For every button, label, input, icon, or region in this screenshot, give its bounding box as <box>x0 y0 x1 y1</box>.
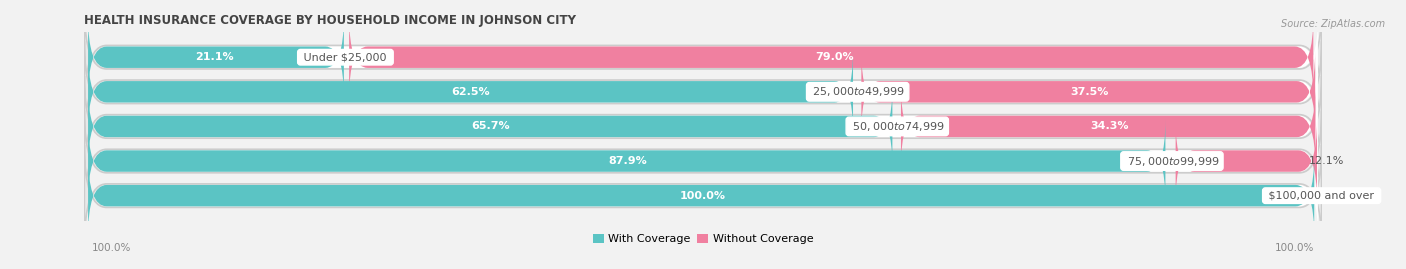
Text: Under $25,000: Under $25,000 <box>301 52 391 62</box>
Text: 100.0%: 100.0% <box>1275 243 1315 253</box>
FancyBboxPatch shape <box>89 154 1317 237</box>
Text: Source: ZipAtlas.com: Source: ZipAtlas.com <box>1281 19 1385 29</box>
FancyBboxPatch shape <box>84 145 1322 246</box>
Text: $75,000 to $99,999: $75,000 to $99,999 <box>1123 155 1220 168</box>
FancyBboxPatch shape <box>349 16 1313 98</box>
FancyBboxPatch shape <box>84 111 1322 212</box>
FancyBboxPatch shape <box>89 51 853 133</box>
Text: 65.7%: 65.7% <box>471 121 510 132</box>
FancyBboxPatch shape <box>89 51 1317 133</box>
FancyBboxPatch shape <box>862 51 1315 133</box>
Text: 12.1%: 12.1% <box>1309 156 1344 166</box>
Text: 34.3%: 34.3% <box>1090 121 1129 132</box>
FancyBboxPatch shape <box>89 154 1315 237</box>
FancyBboxPatch shape <box>89 16 344 98</box>
Text: 100.0%: 100.0% <box>91 243 131 253</box>
FancyBboxPatch shape <box>901 85 1316 168</box>
FancyBboxPatch shape <box>89 16 1317 98</box>
Text: 37.5%: 37.5% <box>1070 87 1109 97</box>
Text: 100.0%: 100.0% <box>681 191 725 201</box>
Text: 79.0%: 79.0% <box>815 52 853 62</box>
Text: 87.9%: 87.9% <box>609 156 648 166</box>
Text: 62.5%: 62.5% <box>451 87 491 97</box>
Text: 21.1%: 21.1% <box>195 52 235 62</box>
Text: $100,000 and over: $100,000 and over <box>1265 191 1378 201</box>
FancyBboxPatch shape <box>84 41 1322 142</box>
FancyBboxPatch shape <box>1175 120 1317 202</box>
FancyBboxPatch shape <box>89 120 1166 202</box>
FancyBboxPatch shape <box>84 76 1322 177</box>
Text: HEALTH INSURANCE COVERAGE BY HOUSEHOLD INCOME IN JOHNSON CITY: HEALTH INSURANCE COVERAGE BY HOUSEHOLD I… <box>84 14 576 27</box>
Text: $50,000 to $74,999: $50,000 to $74,999 <box>849 120 946 133</box>
FancyBboxPatch shape <box>84 7 1322 108</box>
FancyBboxPatch shape <box>89 85 893 168</box>
Text: $25,000 to $49,999: $25,000 to $49,999 <box>810 85 905 98</box>
FancyBboxPatch shape <box>89 85 1317 168</box>
FancyBboxPatch shape <box>89 120 1317 202</box>
Legend: With Coverage, Without Coverage: With Coverage, Without Coverage <box>588 229 818 249</box>
